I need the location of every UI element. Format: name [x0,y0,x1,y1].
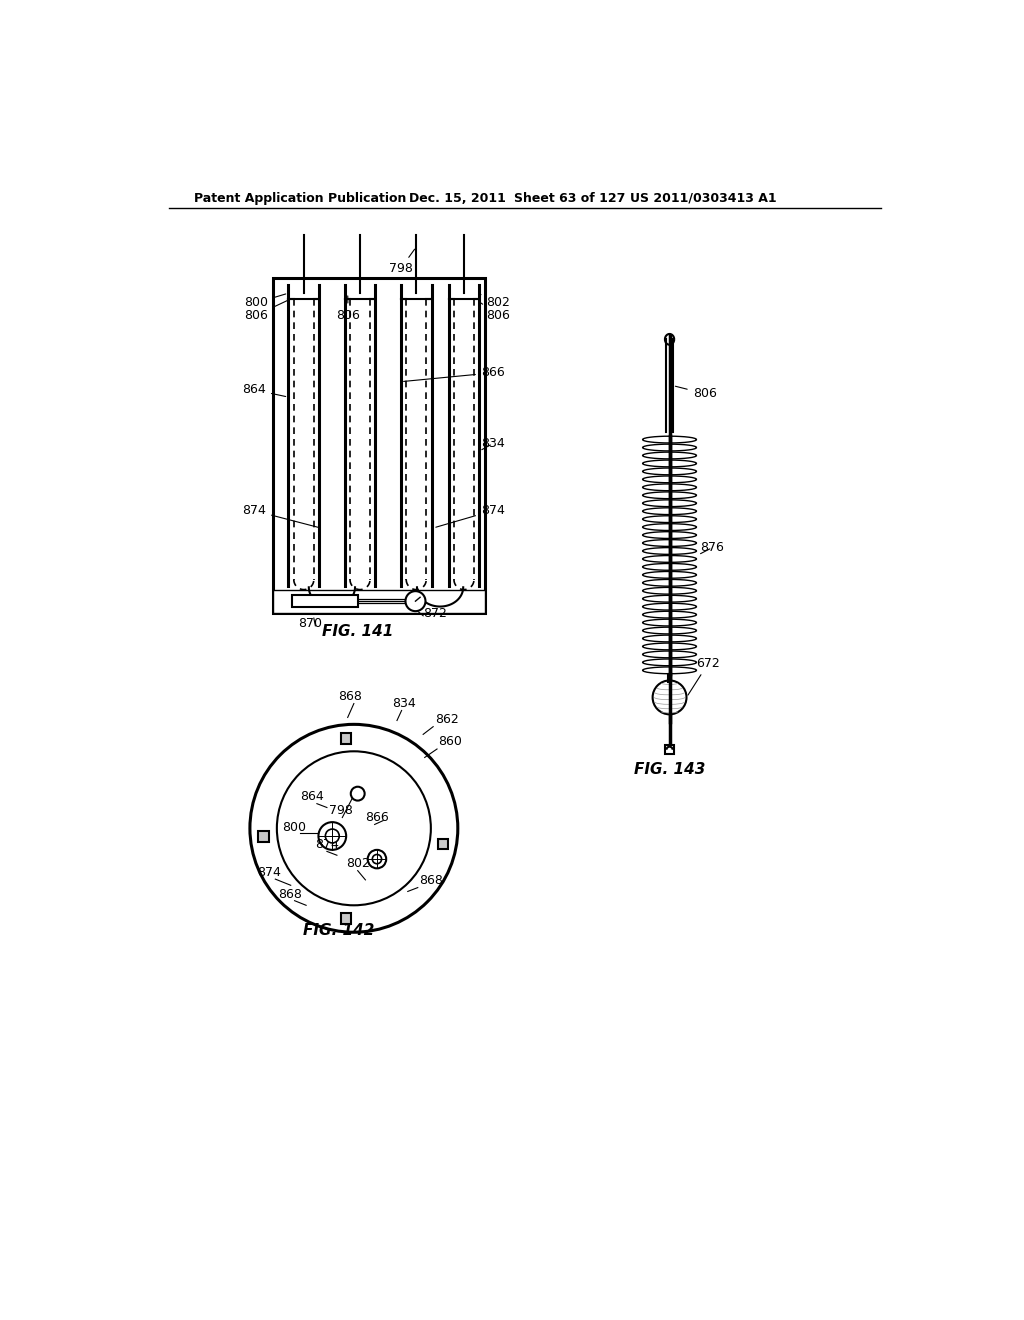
Text: 864: 864 [300,789,324,803]
Text: 862: 862 [435,713,459,726]
Text: 868: 868 [339,690,362,702]
Text: 876: 876 [700,541,724,554]
Text: 834: 834 [392,697,416,710]
Circle shape [250,725,458,932]
Text: 874: 874 [243,504,318,527]
Text: 874: 874 [258,866,282,879]
Circle shape [351,787,365,800]
Circle shape [368,850,386,869]
Text: FIG. 142: FIG. 142 [303,923,374,937]
Circle shape [406,591,425,611]
Circle shape [652,681,686,714]
Text: 874: 874 [315,838,339,850]
Text: 672: 672 [688,656,720,696]
Text: Dec. 15, 2011: Dec. 15, 2011 [410,191,506,205]
Text: 798: 798 [388,249,415,276]
Text: FIG. 143: FIG. 143 [634,763,706,777]
Text: FIG. 141: FIG. 141 [322,624,393,639]
Bar [258,830,269,842]
Text: 872: 872 [423,607,447,620]
Text: 870: 870 [298,616,323,630]
Bar [341,913,351,924]
Bar [273,590,484,612]
Circle shape [318,822,346,850]
Text: 800: 800 [283,821,306,834]
Text: 874: 874 [436,504,505,527]
Text: 806: 806 [480,302,510,322]
Bar [437,838,449,849]
Bar [292,595,357,607]
Text: 834: 834 [481,437,505,450]
Bar [341,733,351,743]
Text: 806: 806 [245,301,288,322]
Text: 866: 866 [403,367,505,381]
Circle shape [326,829,339,843]
Text: 868: 868 [279,887,302,900]
Text: Patent Application Publication: Patent Application Publication [194,191,407,205]
Circle shape [276,751,431,906]
Bar [665,744,674,755]
Text: 802: 802 [346,857,370,870]
Text: 866: 866 [366,810,389,824]
Text: 864: 864 [243,383,286,396]
Text: 806: 806 [336,296,360,322]
Text: Sheet 63 of 127: Sheet 63 of 127 [514,191,626,205]
Text: 860: 860 [438,735,463,748]
Text: 800: 800 [245,294,286,309]
Text: 868: 868 [419,874,443,887]
Text: 806: 806 [676,387,717,400]
Text: US 2011/0303413 A1: US 2011/0303413 A1 [630,191,776,205]
Text: 798: 798 [330,804,353,817]
Circle shape [373,854,382,863]
Text: 802: 802 [480,294,510,309]
Text: - +: - + [312,597,330,606]
Bar [273,277,484,612]
